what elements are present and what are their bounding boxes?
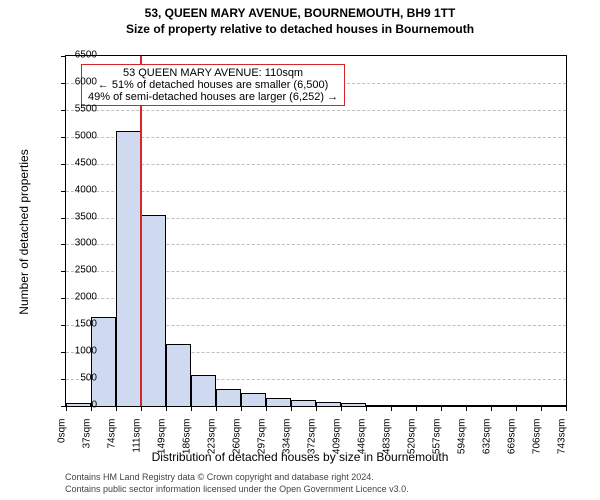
x-tick-label: 372sqm: [307, 419, 318, 464]
histogram-bar: [366, 405, 391, 406]
histogram-bar: [341, 403, 366, 406]
x-tick-label: 260sqm: [232, 419, 243, 464]
x-tick-label: 149sqm: [157, 419, 168, 464]
histogram-bar: [241, 393, 266, 406]
x-tick-label: 0sqm: [57, 419, 68, 464]
x-tick-mark: [566, 406, 567, 411]
x-tick-mark: [366, 406, 367, 411]
x-tick-mark: [241, 406, 242, 411]
histogram-bar: [266, 398, 291, 406]
histogram-bar: [216, 389, 241, 406]
y-tick-label: 6000: [57, 76, 97, 87]
histogram-bar: [91, 317, 116, 406]
x-tick-mark: [341, 406, 342, 411]
histogram-bar: [541, 405, 566, 406]
y-tick-label: 1500: [57, 319, 97, 330]
x-tick-mark: [216, 406, 217, 411]
y-tick-label: 2000: [57, 292, 97, 303]
x-tick-label: 409sqm: [332, 419, 343, 464]
x-tick-label: 743sqm: [557, 419, 568, 464]
x-tick-label: 669sqm: [507, 419, 518, 464]
x-tick-mark: [516, 406, 517, 411]
y-tick-label: 0: [57, 400, 97, 411]
x-tick-label: 111sqm: [132, 419, 143, 464]
histogram-bar: [466, 405, 491, 406]
footer-line1: Contains HM Land Registry data © Crown c…: [65, 472, 374, 482]
x-tick-label: 334sqm: [282, 419, 293, 464]
x-tick-mark: [491, 406, 492, 411]
y-tick-label: 3000: [57, 238, 97, 249]
y-axis-label: Number of detached properties: [17, 132, 31, 332]
title-line2: Size of property relative to detached ho…: [0, 22, 600, 36]
histogram-bar: [291, 400, 316, 406]
x-tick-label: 520sqm: [407, 419, 418, 464]
x-tick-mark: [541, 406, 542, 411]
x-tick-mark: [116, 406, 117, 411]
x-tick-label: 74sqm: [107, 419, 118, 464]
annotation-box: 53 QUEEN MARY AVENUE: 110sqm← 51% of det…: [81, 64, 345, 106]
histogram-bar: [391, 405, 416, 406]
y-tick-label: 4000: [57, 184, 97, 195]
y-tick-label: 500: [57, 373, 97, 384]
histogram-bar: [316, 402, 341, 406]
x-tick-mark: [191, 406, 192, 411]
x-tick-label: 446sqm: [357, 419, 368, 464]
footer-line2: Contains public sector information licen…: [65, 484, 409, 494]
annotation-line: 49% of semi-detached houses are larger (…: [88, 91, 338, 103]
x-tick-mark: [466, 406, 467, 411]
annotation-line: 53 QUEEN MARY AVENUE: 110sqm: [88, 67, 338, 79]
title-line1: 53, QUEEN MARY AVENUE, BOURNEMOUTH, BH9 …: [0, 6, 600, 20]
x-tick-label: 297sqm: [257, 419, 268, 464]
histogram-bar: [441, 405, 466, 406]
y-tick-label: 6500: [57, 50, 97, 61]
histogram-bar: [141, 215, 166, 406]
annotation-line: ← 51% of detached houses are smaller (6,…: [88, 79, 338, 91]
x-tick-label: 632sqm: [482, 419, 493, 464]
histogram-bar: [416, 405, 441, 406]
y-tick-label: 5000: [57, 130, 97, 141]
histogram-bar: [516, 405, 541, 406]
x-tick-mark: [141, 406, 142, 411]
x-tick-label: 186sqm: [182, 419, 193, 464]
histogram-bar: [491, 405, 516, 406]
x-tick-label: 223sqm: [207, 419, 218, 464]
x-tick-mark: [391, 406, 392, 411]
y-tick-label: 5500: [57, 103, 97, 114]
x-tick-mark: [441, 406, 442, 411]
y-tick-label: 3500: [57, 211, 97, 222]
x-tick-mark: [166, 406, 167, 411]
y-tick-label: 4500: [57, 157, 97, 168]
x-tick-mark: [291, 406, 292, 411]
x-tick-mark: [266, 406, 267, 411]
x-tick-label: 37sqm: [82, 419, 93, 464]
histogram-bar: [166, 344, 191, 406]
y-tick-label: 1000: [57, 346, 97, 357]
x-tick-label: 483sqm: [382, 419, 393, 464]
x-tick-label: 557sqm: [432, 419, 443, 464]
x-tick-mark: [416, 406, 417, 411]
x-tick-label: 594sqm: [457, 419, 468, 464]
y-tick-label: 2500: [57, 265, 97, 276]
histogram-bar: [191, 375, 216, 406]
chart-plot-area: 53 QUEEN MARY AVENUE: 110sqm← 51% of det…: [65, 55, 567, 407]
x-tick-mark: [316, 406, 317, 411]
histogram-bar: [116, 131, 141, 406]
x-tick-label: 706sqm: [532, 419, 543, 464]
marker-line: [140, 56, 142, 406]
